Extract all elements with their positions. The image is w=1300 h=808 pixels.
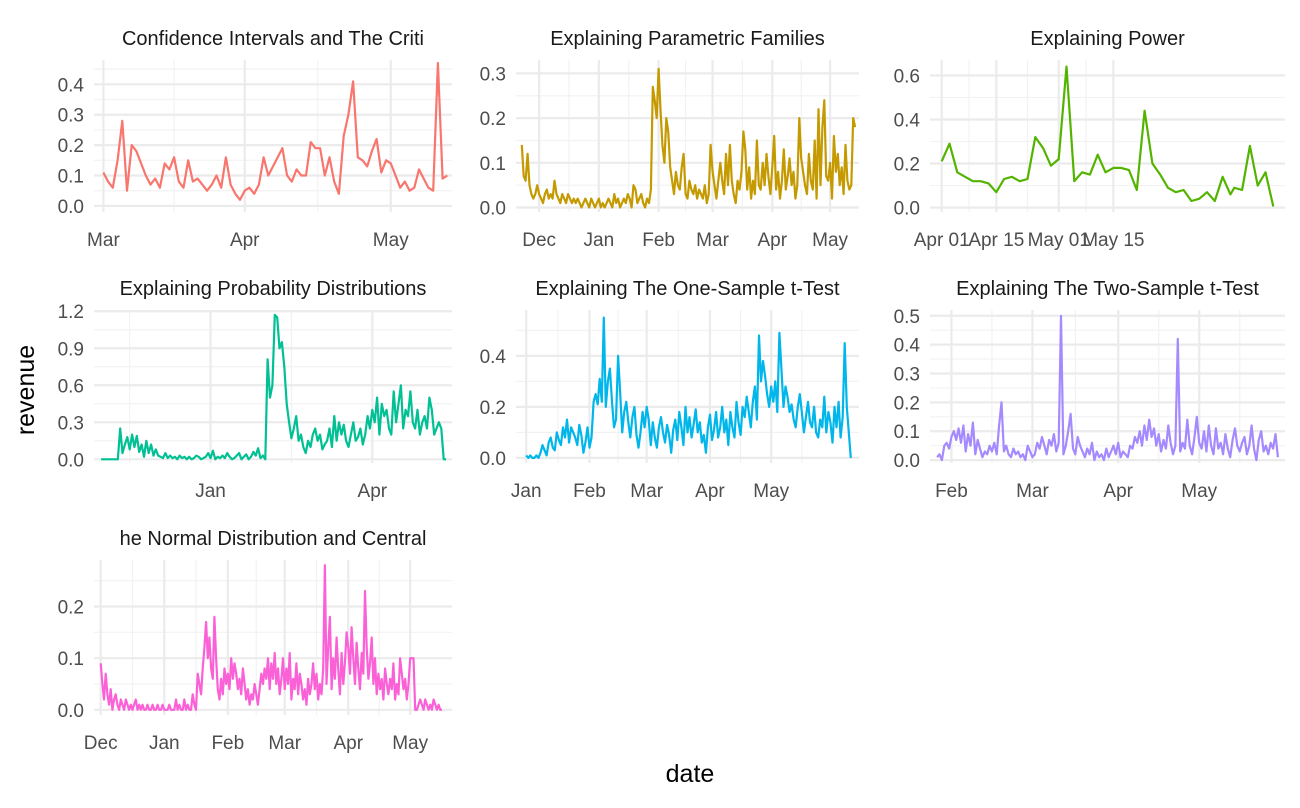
- y-tick-label: 0.3: [480, 64, 506, 85]
- x-tick-label: Apr 15: [968, 230, 1024, 251]
- facet-title: Explaining The Two-Sample t-Test: [956, 278, 1259, 300]
- x-tick-label: Mar: [696, 230, 729, 251]
- x-tick-label: Mar: [268, 733, 301, 754]
- series-line: [520, 67, 857, 209]
- series-line: [936, 314, 1279, 462]
- x-tick-label: Apr: [757, 230, 787, 251]
- y-tick-label: 0.4: [894, 336, 921, 357]
- x-tick-label: Mar: [1016, 481, 1049, 502]
- y-tick-label: 0.4: [894, 110, 921, 131]
- y-tick-label: 0.0: [58, 701, 84, 722]
- x-tick-label: May: [1181, 481, 1217, 502]
- x-tick-label: Dec: [84, 733, 118, 754]
- facet-panel-5: 0.0 0.2 0.4 Jan Feb Mar Apr May Explaining The O…: [480, 278, 859, 502]
- y-tick-label: 0.3: [58, 413, 84, 434]
- series-line: [101, 313, 447, 461]
- x-tick-label: Mar: [87, 230, 120, 251]
- y-tick-label: 0.3: [894, 365, 920, 386]
- x-tick-label: Feb: [935, 481, 968, 502]
- y-tick-label: 0.2: [894, 155, 920, 176]
- facet-panel-4: 0.0 0.3 0.6 0.9 1.2 Jan Apr Explaining Probabil…: [58, 278, 452, 502]
- facet-title: Explaining Power: [1030, 28, 1185, 50]
- y-tick-label: 0.2: [480, 109, 506, 130]
- x-tick-label: Jan: [584, 230, 615, 251]
- x-tick-label: May: [373, 230, 409, 251]
- x-tick-label: Apr: [230, 230, 260, 251]
- y-tick-label: 0.2: [894, 393, 920, 414]
- facet-title: Explaining The One-Sample t-Test: [535, 278, 840, 300]
- y-tick-label: 1.2: [58, 302, 84, 323]
- x-tick-label: Jan: [149, 733, 180, 754]
- y-tick-label: 0.0: [58, 450, 84, 471]
- x-tick-label: May: [392, 733, 428, 754]
- series-line: [102, 61, 448, 201]
- y-tick-label: 0.2: [58, 136, 84, 157]
- x-tick-label: Apr: [1103, 481, 1133, 502]
- x-tick-label: Feb: [573, 481, 606, 502]
- y-tick-label: 0.4: [58, 75, 85, 96]
- x-tick-label: Jan: [195, 481, 226, 502]
- y-tick-label: 0.9: [58, 339, 84, 360]
- y-tick-label: 0.0: [894, 451, 920, 472]
- y-tick-label: 0.2: [58, 598, 84, 619]
- y-tick-label: 0.4: [480, 347, 507, 368]
- y-tick-label: 0.3: [58, 106, 84, 127]
- facet-title: Explaining Probability Distributions: [120, 278, 427, 300]
- y-axis-title: revenue: [12, 345, 40, 435]
- y-tick-label: 0.0: [480, 199, 506, 220]
- x-tick-label: Apr: [695, 481, 725, 502]
- x-tick-label: Dec: [522, 230, 556, 251]
- x-axis-title: date: [666, 760, 715, 788]
- facet-title: he Normal Distribution and Central: [120, 528, 427, 550]
- series-line: [525, 316, 852, 459]
- series-line: [940, 65, 1275, 207]
- facet-panel-2: 0.0 0.1 0.2 0.3 Dec Jan Feb Mar Apr May Explaining…: [480, 28, 859, 251]
- facet-panel-1: 0.0 0.1 0.2 0.3 0.4 Mar Apr May Confidence Inter…: [58, 28, 452, 251]
- x-tick-label: May: [812, 230, 848, 251]
- x-tick-label: Apr: [333, 733, 363, 754]
- x-tick-label: May 15: [1082, 230, 1144, 251]
- y-tick-label: 0.6: [894, 66, 920, 87]
- y-tick-label: 0.1: [480, 154, 506, 175]
- y-tick-label: 0.1: [894, 422, 920, 443]
- x-tick-label: May: [753, 481, 789, 502]
- facet-title: Explaining Parametric Families: [550, 28, 825, 50]
- x-tick-label: Apr: [358, 481, 388, 502]
- x-tick-label: Feb: [642, 230, 675, 251]
- y-tick-label: 0.2: [480, 398, 506, 419]
- x-tick-label: Mar: [630, 481, 663, 502]
- x-tick-label: May 01: [1028, 230, 1090, 251]
- series-line: [99, 564, 442, 711]
- y-tick-label: 0.6: [58, 376, 84, 397]
- y-tick-label: 0.0: [480, 449, 506, 470]
- y-tick-label: 0.1: [58, 167, 84, 188]
- facet-panel-6: 0.0 0.1 0.2 0.3 0.4 0.5 Feb Mar Apr May Explaining…: [894, 278, 1285, 502]
- y-tick-label: 0.5: [894, 307, 920, 328]
- x-tick-label: Jan: [511, 481, 542, 502]
- y-tick-label: 0.0: [58, 197, 84, 218]
- y-tick-label: 0.0: [894, 199, 920, 220]
- facet-panel-7: 0.0 0.1 0.2 Dec Jan Feb Mar Apr May he Normal Dis…: [58, 528, 452, 754]
- y-tick-label: 0.1: [58, 649, 84, 670]
- x-tick-label: Apr 01: [914, 230, 970, 251]
- x-tick-label: Feb: [211, 733, 244, 754]
- facet-title: Confidence Intervals and The Criti: [122, 28, 424, 50]
